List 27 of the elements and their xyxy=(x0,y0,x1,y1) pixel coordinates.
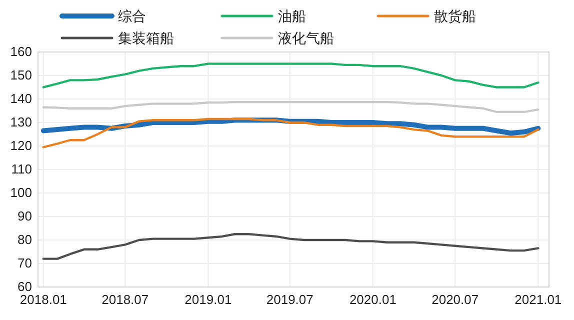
line-series xyxy=(42,62,540,88)
x-tick-label: 2018.07 xyxy=(102,292,149,308)
line-series xyxy=(42,233,540,260)
y-tick-label: 130 xyxy=(10,114,32,130)
legend-label: 液化气船 xyxy=(278,30,334,46)
line-series xyxy=(42,100,540,114)
x-tick-label: 2019.07 xyxy=(266,292,314,308)
x-tick-label: 2021.01 xyxy=(514,292,562,308)
y-tick-label: 150 xyxy=(10,68,32,83)
y-tick-label: 90 xyxy=(18,208,32,224)
y-tick-label: 140 xyxy=(10,91,32,106)
y-tick-label: 80 xyxy=(18,232,32,248)
legend-label: 散货船 xyxy=(434,8,476,24)
x-tick-label: 2019.01 xyxy=(184,292,232,308)
legend-label: 集装箱船 xyxy=(118,30,174,46)
x-tick-label: 2020.07 xyxy=(432,292,479,308)
x-tick-label: 2020.01 xyxy=(349,292,396,308)
y-tick-label: 100 xyxy=(10,185,32,200)
y-tick-label: 160 xyxy=(10,44,32,60)
legend-label: 油船 xyxy=(278,8,306,24)
line-series xyxy=(42,118,540,148)
x-tick-label: 2018.01 xyxy=(20,292,67,308)
y-tick-label: 120 xyxy=(10,138,32,154)
y-tick-label: 60 xyxy=(18,279,32,294)
legend-label: 综合 xyxy=(118,8,146,24)
y-tick-label: 110 xyxy=(11,162,32,177)
y-tick-label: 70 xyxy=(18,256,32,271)
